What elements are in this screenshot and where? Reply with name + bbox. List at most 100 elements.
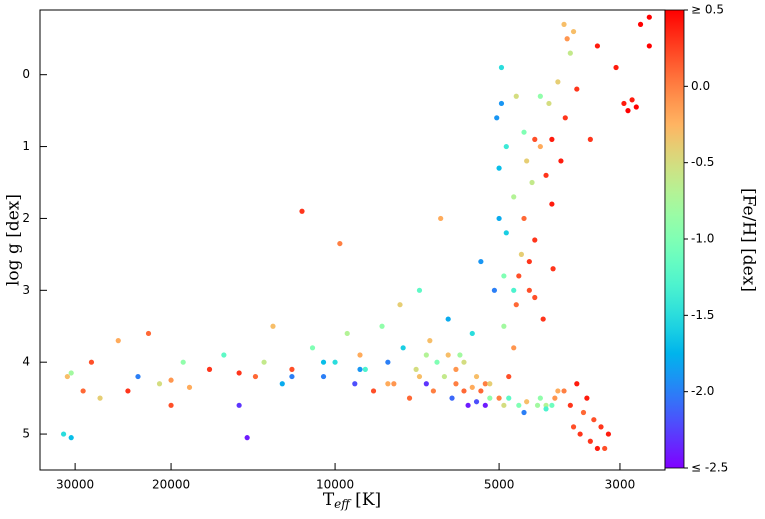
point <box>537 143 543 150</box>
point <box>524 158 530 164</box>
points <box>60 14 652 452</box>
point <box>540 316 546 322</box>
point <box>637 21 644 27</box>
point <box>605 431 612 437</box>
point <box>574 86 580 92</box>
point <box>529 179 535 186</box>
point <box>587 136 593 142</box>
point <box>598 424 604 430</box>
point <box>97 395 103 401</box>
x-label-base: T <box>323 490 335 510</box>
x-tick-label: 10000 <box>316 478 354 492</box>
point <box>516 402 522 408</box>
point <box>513 93 519 99</box>
point <box>496 395 502 401</box>
point <box>532 294 538 301</box>
point <box>88 359 95 365</box>
point <box>320 373 327 380</box>
point <box>532 237 538 243</box>
point <box>445 316 451 322</box>
point <box>473 399 480 405</box>
point <box>625 108 631 114</box>
point <box>125 388 131 394</box>
point <box>385 359 391 365</box>
colorbar-tick-label: -1.0 <box>691 232 714 246</box>
point <box>537 395 543 401</box>
point <box>461 388 467 394</box>
point <box>221 352 227 358</box>
point <box>180 359 186 365</box>
point <box>594 43 601 49</box>
point <box>469 330 475 337</box>
point <box>236 370 242 376</box>
point <box>445 352 451 358</box>
point <box>521 129 527 135</box>
point <box>416 373 423 380</box>
point <box>633 104 639 110</box>
point <box>423 381 429 387</box>
point <box>261 359 267 365</box>
point <box>521 409 527 416</box>
point <box>549 136 555 142</box>
point <box>562 115 568 121</box>
point <box>362 366 368 372</box>
point <box>555 388 561 394</box>
x-axis-label: Teff [K] <box>323 490 381 511</box>
point <box>574 381 580 387</box>
point <box>591 417 597 423</box>
point <box>570 424 577 430</box>
point <box>511 194 517 200</box>
point <box>503 143 509 150</box>
y-tick-label: 0 <box>22 67 30 81</box>
x-tick-label: 30000 <box>56 478 94 492</box>
point <box>487 381 493 387</box>
point <box>478 258 484 265</box>
point <box>115 338 121 344</box>
point <box>357 366 363 372</box>
point <box>469 384 475 390</box>
point <box>543 406 549 412</box>
y-tick-label: 3 <box>22 283 30 297</box>
point <box>646 43 652 49</box>
point <box>252 373 259 380</box>
point <box>629 97 635 103</box>
point <box>567 402 573 408</box>
y-tick-label: 1 <box>22 139 30 153</box>
point <box>534 402 541 408</box>
point <box>501 323 507 329</box>
point <box>613 64 619 71</box>
point <box>400 345 406 351</box>
point <box>577 431 583 437</box>
point <box>337 240 343 247</box>
point <box>370 388 377 394</box>
point <box>236 402 242 408</box>
point <box>491 287 498 293</box>
point <box>549 402 555 408</box>
y-tick-label: 2 <box>22 211 30 225</box>
point <box>494 115 500 121</box>
point <box>441 373 448 380</box>
point <box>543 172 549 178</box>
point <box>145 330 152 337</box>
y-tick-label: 4 <box>22 355 30 369</box>
x-label-unit: [K] <box>350 490 381 510</box>
point <box>406 395 413 401</box>
point <box>580 409 587 416</box>
point <box>496 215 502 222</box>
point <box>501 402 507 408</box>
point <box>482 402 488 408</box>
point <box>453 366 459 372</box>
colorbar <box>664 9 685 469</box>
point <box>506 373 512 380</box>
point <box>279 381 285 387</box>
point <box>543 402 549 408</box>
point <box>60 431 67 437</box>
point <box>423 352 429 358</box>
point <box>498 64 505 71</box>
point <box>332 359 338 365</box>
point <box>352 381 358 387</box>
point <box>552 395 558 401</box>
colorbar-tick-label: 0.0 <box>691 79 710 93</box>
point <box>594 445 601 452</box>
